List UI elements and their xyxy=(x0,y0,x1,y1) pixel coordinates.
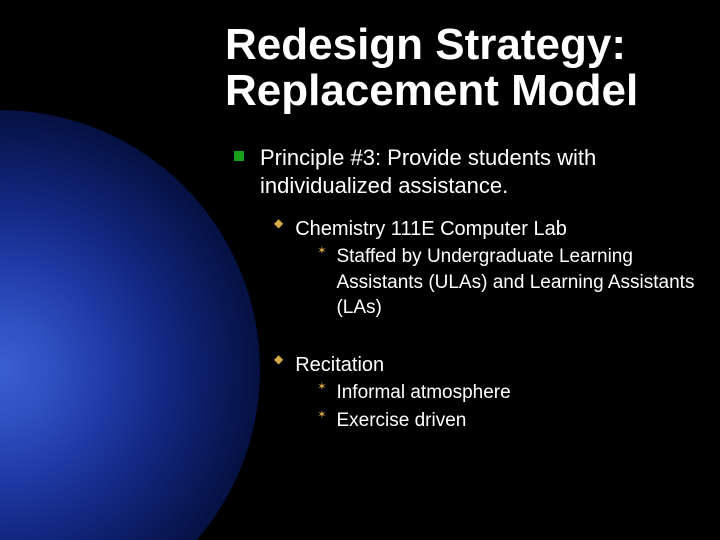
subsub-text: Informal atmosphere xyxy=(336,380,510,406)
list-item: ◆ Chemistry 111E Computer Lab ✶ Staffed … xyxy=(274,216,696,321)
sub-heading: Chemistry 111E Computer Lab xyxy=(295,216,695,242)
principle-block: Principle #3: Provide students with indi… xyxy=(234,144,680,199)
sub-heading: Recitation xyxy=(295,352,510,378)
list-item: ✶ Exercise driven xyxy=(295,408,510,434)
list-item: ◆ Recitation ✶ Informal atmosphere ✶ Exe… xyxy=(274,352,511,433)
subsub-text: Exercise driven xyxy=(336,408,466,434)
sub-item-body: Recitation ✶ Informal atmosphere ✶ Exerc… xyxy=(295,352,510,433)
sub-item-body: Chemistry 111E Computer Lab ✶ Staffed by… xyxy=(295,216,696,321)
list-item: ✶ Informal atmosphere xyxy=(295,380,510,406)
diamond-bullet-icon: ◆ xyxy=(274,216,283,232)
list-item: ✶ Staffed by Undergraduate Learning Assi… xyxy=(295,244,696,321)
diamond-bullet-icon: ◆ xyxy=(274,352,283,368)
title-line-2: Replacement Model xyxy=(225,68,638,114)
subsub-text: Staffed by Undergraduate Learning Assist… xyxy=(336,244,696,321)
star-bullet-icon: ✶ xyxy=(317,380,326,395)
title-line-1: Redesign Strategy: xyxy=(225,22,638,68)
sub-list-1: ◆ Chemistry 111E Computer Lab ✶ Staffed … xyxy=(274,216,696,325)
slide-content: Redesign Strategy: Replacement Model Pri… xyxy=(0,0,720,540)
star-bullet-icon: ✶ xyxy=(317,244,326,259)
square-bullet-icon xyxy=(234,151,244,161)
slide-title: Redesign Strategy: Replacement Model xyxy=(225,22,638,114)
star-bullet-icon: ✶ xyxy=(317,408,326,423)
sub-list-2: ◆ Recitation ✶ Informal atmosphere ✶ Exe… xyxy=(274,352,511,437)
principle-text: Principle #3: Provide students with indi… xyxy=(260,144,680,199)
